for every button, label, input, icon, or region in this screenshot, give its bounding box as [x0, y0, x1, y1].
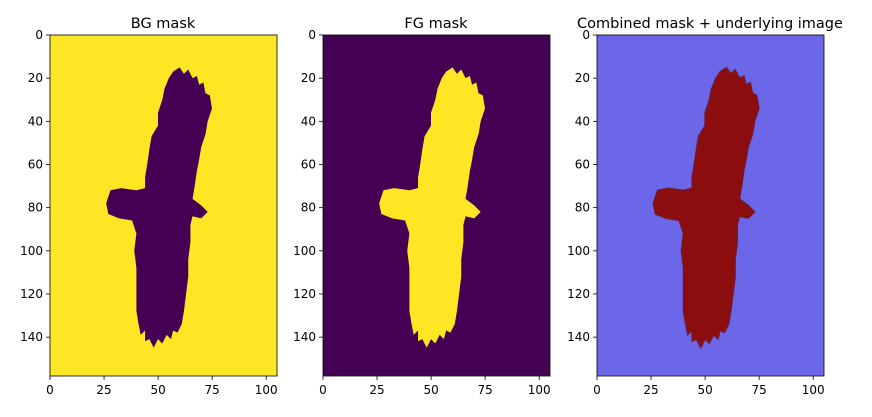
- panel-2-title: FG mask: [404, 16, 468, 32]
- y-tick-label: 60: [575, 157, 590, 171]
- y-tick-label: 60: [28, 157, 43, 171]
- x-tick-label: 0: [593, 383, 601, 397]
- panel-3-x-axis: 0 25 50 75 100: [593, 376, 825, 397]
- x-tick-label: 25: [369, 383, 384, 397]
- x-tick-label: 100: [528, 383, 551, 397]
- y-tick-label: 40: [301, 114, 316, 128]
- x-tick-label: 50: [423, 383, 438, 397]
- y-tick-label: 80: [28, 201, 43, 215]
- panel-3-title: Combined mask + underlying image: [577, 16, 843, 32]
- y-tick-label: 40: [28, 114, 43, 128]
- panel-1-frame: [49, 34, 278, 377]
- x-tick-label: 50: [150, 383, 165, 397]
- y-tick-label: 80: [575, 201, 590, 215]
- y-tick-label: 40: [575, 114, 590, 128]
- panel-2-y-axis: 0 20 40 60 80 100 120 140: [293, 28, 323, 344]
- y-tick-label: 100: [20, 244, 43, 258]
- y-tick-label: 120: [20, 287, 43, 301]
- x-tick-label: 25: [643, 383, 658, 397]
- y-tick-label: 0: [308, 28, 316, 42]
- panel-1-y-axis: 0 20 40 60 80 100 120 140: [20, 28, 50, 344]
- y-tick-label: 120: [567, 287, 590, 301]
- panel-fg-mask: FG mask 0 20 40 60 80 100 120 140 0 25 50 75 100: [293, 16, 551, 397]
- panel-2-x-axis: 0 25 50 75 100: [319, 376, 551, 397]
- y-tick-label: 140: [20, 330, 43, 344]
- panel-3-y-axis: 0 20 40 60 80 100 120 140: [567, 28, 597, 344]
- y-tick-label: 0: [582, 28, 590, 42]
- x-tick-label: 0: [46, 383, 54, 397]
- x-tick-label: 100: [802, 383, 825, 397]
- y-tick-label: 140: [567, 330, 590, 344]
- panel-bg-mask: BG mask 0 20 40 60 80 100 120 140 0 25 50 75 100: [20, 16, 278, 397]
- panel-1-x-axis: 0 25 50 75 100: [46, 376, 278, 397]
- panel-combined: Combined mask + underlying image 0 20 40 60…: [567, 16, 843, 397]
- y-tick-label: 0: [35, 28, 43, 42]
- y-tick-label: 60: [301, 157, 316, 171]
- x-tick-label: 25: [96, 383, 111, 397]
- y-tick-label: 20: [28, 71, 43, 85]
- x-tick-label: 75: [478, 383, 493, 397]
- x-tick-label: 75: [205, 383, 220, 397]
- x-tick-label: 75: [752, 383, 767, 397]
- panel-1-title: BG mask: [131, 16, 196, 32]
- panel-3-frame: [596, 34, 825, 377]
- y-tick-label: 20: [301, 71, 316, 85]
- x-tick-label: 50: [697, 383, 712, 397]
- x-tick-label: 0: [319, 383, 327, 397]
- y-tick-label: 20: [575, 71, 590, 85]
- y-tick-label: 80: [301, 201, 316, 215]
- x-tick-label: 100: [255, 383, 278, 397]
- y-tick-label: 100: [567, 244, 590, 258]
- panel-2-frame: [322, 34, 551, 377]
- y-tick-label: 100: [293, 244, 316, 258]
- y-tick-label: 120: [293, 287, 316, 301]
- y-tick-label: 140: [293, 330, 316, 344]
